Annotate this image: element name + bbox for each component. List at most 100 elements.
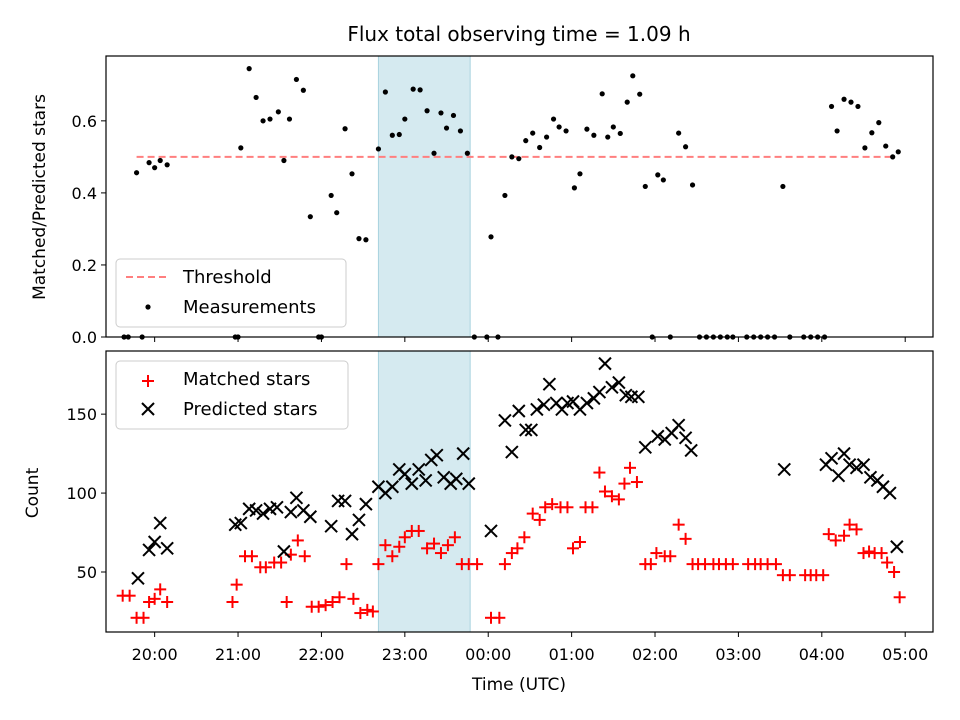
top-panel: 0.0 0.2 0.4 0.6 Matched/Predicted stars Thr…: [30, 55, 934, 347]
matched-star-point: [148, 592, 161, 605]
measurement-point: [300, 87, 306, 93]
bottom-xlabel: Time (UTC): [471, 675, 566, 695]
measurement-point: [876, 120, 882, 126]
bottom-xtick-label: 03:00: [715, 645, 761, 664]
bottom-xtick-label: 22:00: [298, 645, 344, 664]
measurement-point: [133, 170, 140, 176]
top-legend-box: [115, 258, 347, 328]
predicted-star-point: [142, 543, 156, 557]
measurement-point: [334, 210, 340, 216]
measurement-point: [556, 124, 562, 130]
measurement-point: [164, 162, 170, 168]
measurement-point: [410, 86, 416, 92]
matched-star-point: [386, 550, 399, 563]
matched-star-point: [893, 591, 906, 604]
bottom-xtick-label: 23:00: [382, 645, 428, 664]
predicted-star-point: [256, 506, 270, 521]
top-axes-frame: [105, 55, 934, 338]
predicted-star-point: [542, 377, 557, 391]
predicted-star-point: [418, 473, 433, 488]
measurement-point: [328, 192, 334, 199]
measurement-point: [895, 149, 901, 155]
measurement-points: [121, 66, 901, 340]
measurement-point: [682, 144, 689, 150]
matched-star-point: [161, 596, 174, 609]
bottom-ytick-label: 150: [66, 405, 97, 424]
matched-star-point: [605, 490, 618, 503]
matched-star-point: [471, 558, 484, 571]
measurement-point: [246, 66, 252, 72]
bottom-xtick-label: 01:00: [549, 645, 595, 664]
top-ytick-label: 0.6: [72, 112, 97, 131]
predicted-star-point: [777, 462, 791, 477]
predicted-star-point: [412, 462, 426, 477]
predicted-star-point: [385, 480, 400, 494]
measurement-point: [349, 171, 355, 177]
predicted-star-point: [512, 404, 526, 418]
predicted-star-point: [456, 446, 470, 461]
measurement-point: [834, 128, 840, 134]
measurement-point: [605, 134, 611, 140]
measurement-point: [855, 103, 861, 110]
matched-star-point: [829, 534, 842, 547]
measurement-point: [689, 182, 696, 188]
measurement-point: [450, 112, 457, 119]
bottom-ytick-label: 100: [66, 484, 97, 503]
measurement-point: [599, 91, 605, 97]
measurement-point: [417, 87, 423, 93]
top-ytick-label: 0.2: [72, 256, 97, 275]
matched-star-point: [526, 507, 539, 520]
matched-star-point: [630, 476, 643, 489]
measurement-point: [152, 165, 158, 171]
measurements-legend-swatch: [145, 304, 151, 310]
top-ytick-label: 0.0: [72, 328, 97, 347]
matched-star-point: [291, 534, 304, 547]
matched-star-point: [137, 611, 150, 624]
measurement-point: [828, 103, 835, 110]
predicted-star-point: [537, 397, 551, 412]
measurement-point: [571, 185, 578, 191]
predicted-star-point: [277, 544, 291, 559]
predicted-star-point: [505, 445, 519, 459]
bottom-ytick-label: 50: [77, 563, 97, 582]
predicted-star-point: [131, 571, 145, 586]
top-axis-ticks: 0.0 0.2 0.4 0.6: [72, 112, 906, 347]
predicted-star-point: [837, 446, 851, 461]
predicted-star-point: [284, 505, 298, 519]
predicted-star-point: [345, 527, 359, 541]
bottom-xtick-label: 20:00: [132, 645, 178, 664]
measurement-point: [523, 138, 529, 144]
matched-star-point: [875, 547, 888, 560]
matched-star-point: [672, 518, 685, 531]
matched-star-point: [298, 550, 311, 563]
predicted-star-point: [289, 491, 304, 505]
threshold-legend-label: Threshold: [182, 267, 272, 288]
measurements-legend-label: Measurements: [183, 297, 316, 318]
matched-star-point: [280, 596, 293, 609]
predicted-star-point: [147, 535, 162, 549]
top-legend: Threshold Measurements: [115, 258, 347, 328]
matched-star-point: [347, 592, 360, 605]
matched-star-point: [567, 542, 580, 555]
matched-star-point: [843, 518, 856, 531]
matched-star-point: [769, 558, 782, 571]
matched-star-point: [398, 531, 411, 544]
measurement-point: [424, 108, 430, 114]
matched-star-point: [319, 599, 332, 612]
measurement-point: [550, 116, 557, 122]
measurement-point: [267, 116, 273, 122]
bottom-xtick-label: 05:00: [882, 645, 928, 664]
predicted-star-point: [498, 413, 512, 428]
bottom-legend: Matched stars Predicted stars: [115, 360, 349, 430]
predicted-star-point: [430, 448, 444, 462]
matched-star-point: [598, 485, 611, 498]
matched-star-point: [623, 461, 636, 474]
top-ytick-label: 0.4: [72, 184, 97, 203]
measurement-point: [537, 144, 543, 151]
matched-star-point: [888, 566, 901, 579]
bottom-xtick-label: 00:00: [465, 645, 511, 664]
measurement-point: [488, 234, 494, 240]
measurement-point: [516, 156, 522, 162]
measurement-point: [438, 110, 444, 116]
